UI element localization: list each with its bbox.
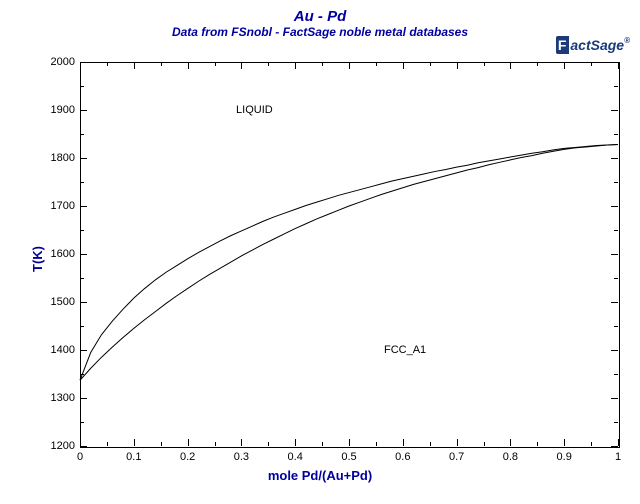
phase-curves: [0, 0, 640, 504]
phase-diagram-plot: 00.10.20.30.40.50.60.70.80.9112001300140…: [0, 0, 640, 504]
solidus-curve: [80, 145, 618, 381]
liquidus-curve: [80, 145, 618, 381]
